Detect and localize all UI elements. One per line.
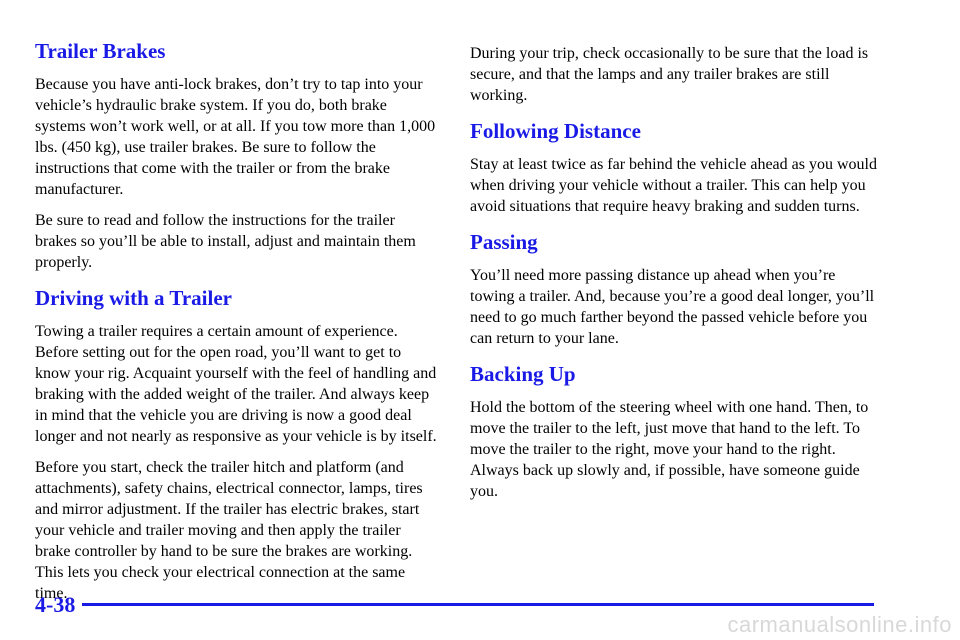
paragraph: Stay at least twice as far behind the ve… — [470, 156, 877, 215]
section-heading-driving-with-a-trailer: Driving with a Trailer — [35, 286, 232, 310]
paragraph: Before you start, check the trailer hitc… — [35, 459, 423, 602]
paragraph: You’ll need more passing distance up ahe… — [470, 267, 875, 347]
footer-rule — [82, 603, 874, 606]
paragraph: During your trip, check occasionally to … — [470, 45, 869, 104]
paragraph: Towing a trailer requires a certain amou… — [35, 323, 437, 445]
paragraph: Because you have anti-lock brakes, don’t… — [35, 76, 436, 198]
page-number: 4-38 — [35, 592, 76, 617]
section-heading-backing-up: Backing Up — [470, 362, 576, 386]
section-heading-trailer-brakes: Trailer Brakes — [35, 39, 166, 63]
watermark: carmanualsonline.info — [727, 612, 952, 637]
section-heading-following-distance: Following Distance — [470, 119, 641, 143]
left-column: Trailer Brakes Because you have anti-loc… — [35, 38, 440, 614]
right-column: During your trip, check occasionally to … — [470, 43, 880, 512]
paragraph: Hold the bottom of the steering wheel wi… — [470, 399, 869, 500]
section-heading-passing: Passing — [470, 230, 538, 254]
paragraph: Be sure to read and follow the instructi… — [35, 212, 416, 271]
